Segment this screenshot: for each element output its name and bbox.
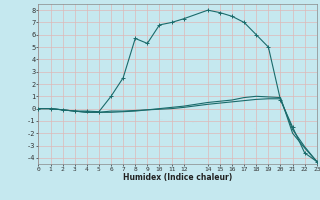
X-axis label: Humidex (Indice chaleur): Humidex (Indice chaleur): [123, 173, 232, 182]
